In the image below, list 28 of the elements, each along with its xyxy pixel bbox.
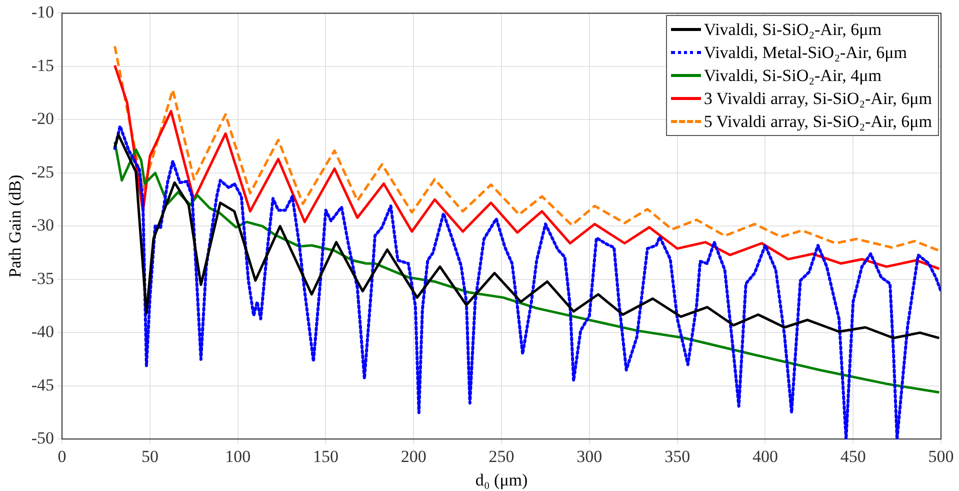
x-tick-label: 300 <box>576 446 602 466</box>
x-tick-label: 100 <box>225 446 251 466</box>
y-tick-label: -10 <box>31 2 54 22</box>
y-tick-label: -45 <box>31 375 54 394</box>
x-axis-title: d₀ (μm) <box>475 470 528 490</box>
x-tick-label: 50 <box>141 446 158 466</box>
x-tick-label: 150 <box>312 446 338 466</box>
legend-label: 5 Vivaldi array, Si-SiO₂-Air, 6μm <box>704 111 932 134</box>
legend-label: Vivaldi, Si-SiO₂-Air, 4μm <box>704 65 882 88</box>
y-tick-label: -35 <box>31 268 54 288</box>
legend-label: Vivaldi, Si-SiO₂-Air, 6μm <box>704 19 882 42</box>
x-tick-label: 350 <box>664 446 690 466</box>
y-tick-label: -25 <box>31 162 54 182</box>
y-tick-label: -40 <box>31 322 54 342</box>
x-tick-label: 0 <box>58 446 66 466</box>
line-series <box>114 44 940 252</box>
x-tick-label: 250 <box>488 446 514 466</box>
legend-label: Vivaldi, Metal-SiO₂-Air, 6μm <box>704 42 907 64</box>
y-tick-label: -50 <box>31 428 54 448</box>
y-tick-label: -30 <box>31 216 54 235</box>
x-tick-label: 450 <box>840 446 866 466</box>
y-axis-title: Path Gain (dB) <box>6 174 25 278</box>
legend-label: 3 Vivaldi array, Si-SiO₂-Air, 6μm <box>704 88 932 110</box>
x-tick-label: 200 <box>400 446 426 466</box>
x-tick-label: 400 <box>752 446 778 466</box>
y-tick-label: -15 <box>31 56 54 75</box>
y-tick-label: -20 <box>31 109 54 128</box>
x-tick-label: 500 <box>928 446 954 466</box>
